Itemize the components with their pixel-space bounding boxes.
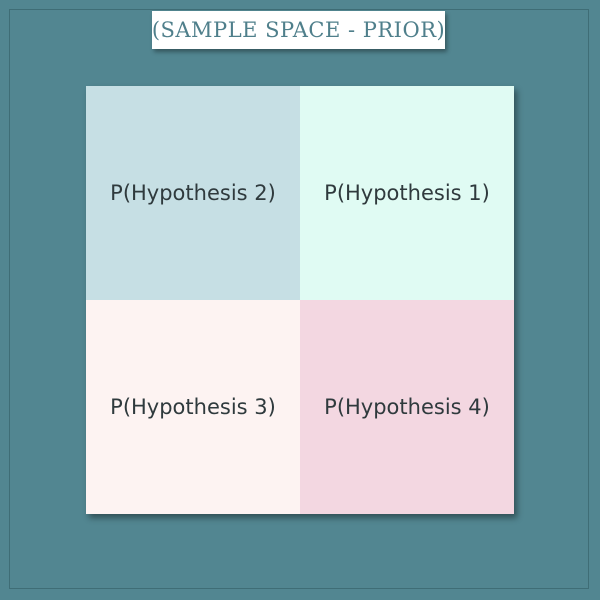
cell-hypothesis-4: P(Hypothesis 4) xyxy=(300,300,514,514)
cell-label-hypothesis-1: P(Hypothesis 1) xyxy=(324,181,490,205)
diagram-title: (SAMPLE SPACE - PRIOR) xyxy=(151,18,446,42)
cell-hypothesis-2: P(Hypothesis 2) xyxy=(86,86,300,300)
cell-label-hypothesis-4: P(Hypothesis 4) xyxy=(324,395,490,419)
cell-hypothesis-3: P(Hypothesis 3) xyxy=(86,300,300,514)
sample-space-grid: P(Hypothesis 2) P(Hypothesis 1) P(Hypoth… xyxy=(86,86,514,514)
cell-label-hypothesis-2: P(Hypothesis 2) xyxy=(110,181,276,205)
cell-hypothesis-1: P(Hypothesis 1) xyxy=(300,86,514,300)
cell-label-hypothesis-3: P(Hypothesis 3) xyxy=(110,395,276,419)
title-box: (SAMPLE SPACE - PRIOR) xyxy=(152,11,445,49)
